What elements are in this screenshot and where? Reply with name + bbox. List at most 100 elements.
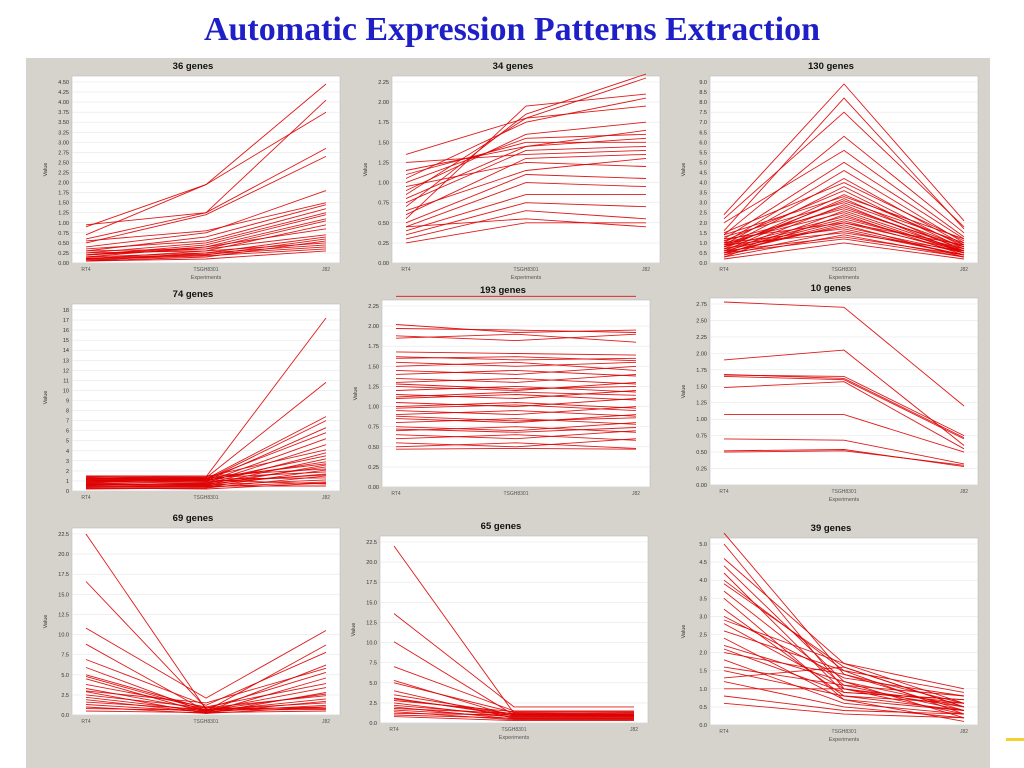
series-line-12 <box>395 377 637 385</box>
series-line-14 <box>395 385 637 393</box>
x-tick-label: J82 <box>960 267 968 273</box>
series-line-32 <box>395 404 637 412</box>
series-line-15 <box>395 390 637 399</box>
chart-svg: 0.00 0.25 0.50 0.75 1.00 1.25 1.50 1.75 2.00 2.25… <box>363 73 661 281</box>
series-line-14 <box>85 701 327 710</box>
x-tick-label: RT4 <box>81 495 91 501</box>
series-line-16 <box>393 712 635 717</box>
series-line-4 <box>405 105 647 155</box>
series-line-15 <box>393 711 634 721</box>
chart-title: 36 genes <box>172 61 214 72</box>
chart-svg: 0.00 0.25 0.50 0.75 1.00 1.25 1.50 1.75 2.00 2.25… <box>681 297 979 503</box>
series-line-6 <box>723 438 965 465</box>
y-axis-label: Value <box>681 385 687 399</box>
series-line-2 <box>85 111 327 236</box>
x-tick-label: RT4 <box>719 489 729 495</box>
plot-area <box>71 303 341 492</box>
series-line-4 <box>723 381 965 450</box>
series-line-7 <box>395 361 637 367</box>
y-tick-label: 2.0 <box>699 221 707 227</box>
y-tick-label: 2.00 <box>378 100 389 106</box>
series-line-12 <box>393 706 634 720</box>
series-line-9 <box>723 615 965 697</box>
series-line-31 <box>723 208 965 248</box>
series-line-3 <box>85 148 327 240</box>
y-tick-label: 0.00 <box>58 261 69 267</box>
plot-area <box>391 75 661 264</box>
y-tick-label: 2.0 <box>699 651 707 657</box>
y-tick-label: 3.00 <box>58 140 69 146</box>
series-line-17 <box>395 398 637 408</box>
series-line-11 <box>395 373 637 383</box>
series-line-15 <box>85 238 327 260</box>
y-tick-label: 10.0 <box>366 641 377 647</box>
y-tick-label: 7 <box>66 419 69 425</box>
y-tick-label: 0.25 <box>58 251 69 257</box>
y-tick-label: 0.0 <box>699 261 707 267</box>
chart-39-genes: 39 genes 0.0 0.5 1.0 1.5 2.0 2.5 3.0 3.5 4.0 4.5 5.… <box>676 522 986 747</box>
series-line-20 <box>405 129 647 171</box>
y-tick-label: 12.5 <box>366 620 377 626</box>
series-line-27 <box>723 236 965 256</box>
y-tick-label: 1.25 <box>696 401 707 407</box>
chart-69-genes: 69 genes 0.0 2.5 5.0 7.5 10.0 12.5 15.0 17.5 20.0… <box>38 512 348 737</box>
y-tick-label: 17.5 <box>366 580 377 586</box>
series-line-27 <box>85 463 327 480</box>
series-line-30 <box>395 356 637 361</box>
series-line-3 <box>393 666 634 712</box>
series-line-6 <box>85 202 327 242</box>
y-tick-label: 1.0 <box>699 687 707 693</box>
y-tick-label: 0.25 <box>378 241 389 247</box>
series-line-21 <box>85 481 327 488</box>
series-line-14 <box>405 182 647 228</box>
y-tick-label: 6 <box>66 429 69 435</box>
series-line-4 <box>85 651 327 706</box>
y-tick-label: 9.0 <box>699 80 707 86</box>
series-line-19 <box>85 234 327 252</box>
y-tick-label: 1.75 <box>696 368 707 374</box>
y-tick-label: 1.75 <box>368 344 379 350</box>
y-tick-label: 5.5 <box>699 150 707 156</box>
series-line-33 <box>723 196 965 240</box>
series-line-6 <box>723 169 965 244</box>
y-tick-label: 22.5 <box>366 540 377 546</box>
series-line-35 <box>723 228 965 256</box>
series-line-14 <box>85 466 327 484</box>
y-tick-label: 2.50 <box>696 318 707 324</box>
series-line-6 <box>85 671 327 710</box>
y-tick-label: 0.0 <box>699 723 707 729</box>
y-tick-label: 1.50 <box>696 384 707 390</box>
series-line-15 <box>85 704 327 713</box>
series-line-19 <box>395 406 637 416</box>
series-line-2 <box>85 627 327 699</box>
series-line-24 <box>86 468 327 477</box>
y-tick-label: 0.25 <box>696 467 707 473</box>
series-line-21 <box>405 157 647 212</box>
chart-svg: 0.0 0.5 1.0 1.5 2.0 2.5 3.0 3.5 4.0 4.5 5.0 5.5 6.0 6… <box>681 75 979 281</box>
y-tick-label: 10 <box>63 388 69 394</box>
series-line-29 <box>723 242 965 260</box>
series-line-2 <box>395 328 637 333</box>
y-tick-label: 4.50 <box>58 80 69 86</box>
x-tick-label: J82 <box>630 727 638 733</box>
series-line-22 <box>723 695 965 715</box>
y-tick-label: 12 <box>63 368 69 374</box>
y-tick-label: 0.5 <box>699 705 707 711</box>
chart-title: 130 genes <box>808 61 854 72</box>
x-tick-label: TSGH8301 <box>501 727 526 733</box>
chart-title: 10 genes <box>810 283 852 294</box>
y-tick-label: 1.25 <box>368 384 379 390</box>
chart-130-genes: 130 genes 0.0 0.5 1.0 1.5 2.0 2.5 3.0 3.5 4.0 4.5 5… <box>676 60 986 285</box>
series-line-25 <box>85 474 327 483</box>
x-tick-label: TSGH8301 <box>193 495 218 501</box>
series-line-5 <box>85 190 327 248</box>
series-line-12 <box>405 161 647 188</box>
series-line-19 <box>723 216 965 252</box>
series-line-5 <box>395 351 637 356</box>
y-tick-label: 1.00 <box>378 181 389 187</box>
series-line-33 <box>395 427 637 433</box>
series-line-9 <box>723 373 965 439</box>
chart-10-genes: 10 genes 0.00 0.25 0.50 0.75 1.00 1.25 1.50 1.75… <box>676 282 986 507</box>
series-line-19 <box>85 477 327 481</box>
y-tick-label: 4.25 <box>58 90 69 96</box>
